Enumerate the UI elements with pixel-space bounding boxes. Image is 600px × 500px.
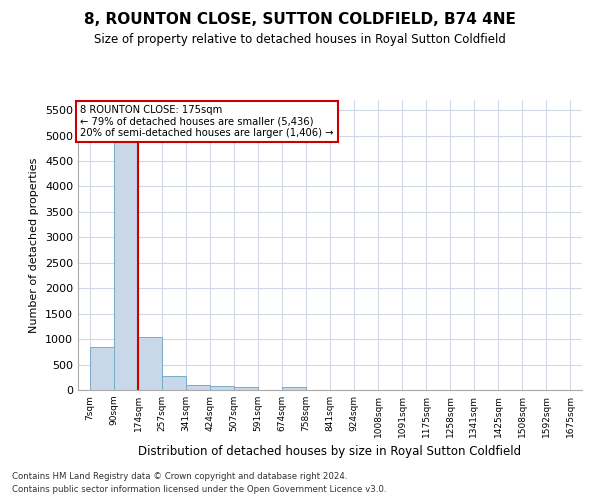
Bar	[210, 386, 234, 390]
Text: 8 ROUNTON CLOSE: 175sqm
← 79% of detached houses are smaller (5,436)
20% of semi: 8 ROUNTON CLOSE: 175sqm ← 79% of detache…	[80, 105, 334, 138]
Text: 8, ROUNTON CLOSE, SUTTON COLDFIELD, B74 4NE: 8, ROUNTON CLOSE, SUTTON COLDFIELD, B74 …	[84, 12, 516, 28]
Text: Contains HM Land Registry data © Crown copyright and database right 2024.: Contains HM Land Registry data © Crown c…	[12, 472, 347, 481]
X-axis label: Distribution of detached houses by size in Royal Sutton Coldfield: Distribution of detached houses by size …	[139, 446, 521, 458]
Text: Size of property relative to detached houses in Royal Sutton Coldfield: Size of property relative to detached ho…	[94, 32, 506, 46]
Bar	[114, 116, 138, 390]
Bar	[282, 387, 306, 390]
Text: Contains public sector information licensed under the Open Government Licence v3: Contains public sector information licen…	[12, 485, 386, 494]
Bar	[186, 386, 210, 390]
Bar	[138, 336, 162, 390]
Bar	[90, 347, 114, 390]
Bar	[234, 387, 258, 390]
Y-axis label: Number of detached properties: Number of detached properties	[29, 158, 40, 332]
Bar	[162, 376, 186, 390]
